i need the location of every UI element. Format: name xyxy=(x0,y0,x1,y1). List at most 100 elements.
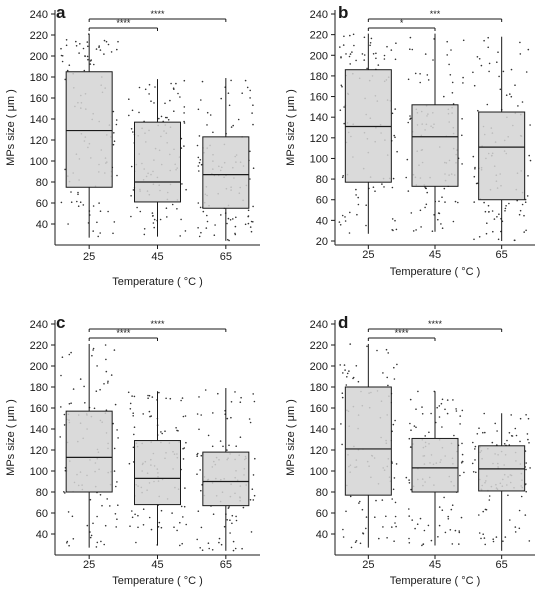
data-point xyxy=(423,529,426,532)
y-tick-label: 240 xyxy=(30,9,48,21)
significance-bracket: **** xyxy=(88,9,227,22)
box-65 xyxy=(202,78,250,241)
data-point xyxy=(200,231,202,234)
data-point xyxy=(446,40,449,43)
y-tick-label: 80 xyxy=(316,174,328,186)
data-point xyxy=(158,117,160,120)
data-point xyxy=(249,226,252,228)
data-point xyxy=(394,58,397,61)
data-point xyxy=(463,471,465,474)
data-point xyxy=(507,494,509,497)
data-point xyxy=(425,203,428,206)
data-point xyxy=(497,238,500,241)
data-point xyxy=(197,227,199,229)
data-point xyxy=(339,46,341,48)
data-point xyxy=(128,462,131,465)
x-tick-label: 65 xyxy=(220,559,232,571)
data-point xyxy=(138,111,140,114)
data-point xyxy=(411,48,414,51)
data-point xyxy=(235,515,237,518)
data-point xyxy=(449,529,452,531)
data-point xyxy=(232,124,234,127)
data-point xyxy=(475,182,478,185)
data-point xyxy=(173,110,175,112)
y-tick-label: 140 xyxy=(30,114,48,126)
data-point xyxy=(424,206,426,209)
y-tick-label: 220 xyxy=(30,30,48,42)
data-point xyxy=(424,435,427,437)
data-point xyxy=(241,92,243,94)
data-point xyxy=(486,222,488,224)
data-point xyxy=(175,427,177,429)
data-point xyxy=(209,114,212,116)
box-iqr xyxy=(202,451,250,507)
y-tick-label: 60 xyxy=(36,508,48,520)
data-point xyxy=(415,229,417,231)
data-point xyxy=(67,511,70,513)
data-point xyxy=(385,348,388,351)
y-tick-label: 40 xyxy=(36,529,48,541)
data-point xyxy=(461,460,464,463)
data-point xyxy=(440,223,442,225)
data-point xyxy=(514,531,517,533)
data-point xyxy=(357,203,360,206)
data-point xyxy=(112,422,114,425)
data-point xyxy=(447,515,450,518)
data-point xyxy=(136,206,138,209)
data-point xyxy=(133,433,135,436)
y-tick-label: 120 xyxy=(310,133,328,145)
data-point xyxy=(421,406,423,408)
y-tick-label: 40 xyxy=(316,529,328,541)
data-point xyxy=(177,92,179,95)
data-point xyxy=(182,415,185,418)
y-tick-label: 40 xyxy=(36,219,48,231)
box-iqr xyxy=(411,104,459,187)
data-point xyxy=(432,59,434,61)
data-point xyxy=(247,209,250,212)
data-point xyxy=(394,419,396,422)
data-point xyxy=(357,196,360,199)
data-point xyxy=(92,230,94,232)
data-point xyxy=(176,529,178,532)
data-point xyxy=(64,168,66,171)
data-point xyxy=(372,53,375,55)
data-point xyxy=(114,403,117,406)
data-point xyxy=(382,372,384,374)
significance-bracket: **** xyxy=(367,319,503,332)
data-point xyxy=(179,521,181,524)
data-point xyxy=(165,207,168,209)
y-tick-label: 20 xyxy=(316,236,328,248)
data-point xyxy=(525,468,527,471)
data-point xyxy=(369,44,371,47)
data-point xyxy=(450,508,453,511)
x-tick-label: 25 xyxy=(362,249,374,261)
data-point xyxy=(395,42,397,44)
data-point xyxy=(519,41,521,44)
box-65 xyxy=(202,388,250,551)
data-point xyxy=(75,40,77,43)
data-point xyxy=(170,82,172,85)
y-tick-label: 200 xyxy=(310,50,328,62)
data-point xyxy=(103,543,105,546)
data-point xyxy=(518,213,521,216)
data-point xyxy=(196,455,198,458)
data-point xyxy=(510,68,513,71)
data-point xyxy=(199,469,201,471)
data-point xyxy=(478,236,481,238)
data-point xyxy=(60,201,63,204)
y-tick-label: 220 xyxy=(310,30,328,42)
y-axis-title: MPs size ( μm ) xyxy=(285,399,297,476)
data-point xyxy=(408,482,411,484)
data-point xyxy=(99,210,102,212)
data-point xyxy=(220,543,223,546)
data-point xyxy=(249,178,251,180)
data-point xyxy=(491,441,494,444)
data-point xyxy=(89,536,92,539)
data-point xyxy=(200,414,202,416)
data-point xyxy=(391,112,394,115)
data-point xyxy=(486,103,489,106)
data-point xyxy=(249,499,252,501)
box-65 xyxy=(478,413,526,551)
data-point xyxy=(455,408,457,410)
data-point xyxy=(130,215,132,218)
